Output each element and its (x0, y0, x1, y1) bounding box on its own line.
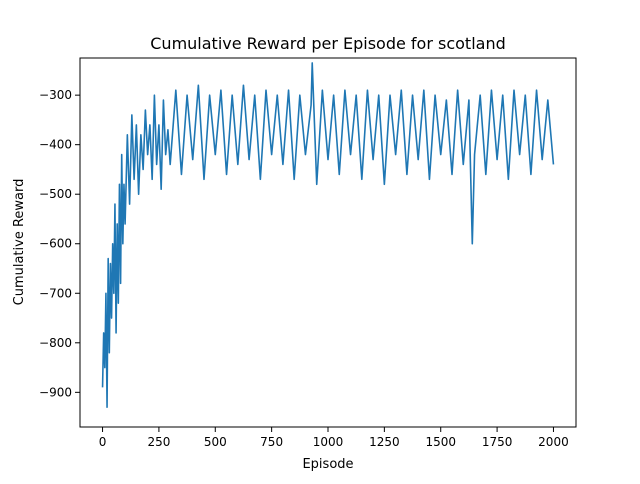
y-tick-label: −500 (39, 187, 72, 201)
chart-title: Cumulative Reward per Episode for scotla… (150, 34, 506, 53)
x-tick-label: 1500 (425, 435, 456, 449)
x-axis-label: Episode (302, 457, 353, 472)
x-tick-label: 1250 (369, 435, 400, 449)
x-tick-label: 750 (260, 435, 283, 449)
x-tick-label: 1750 (482, 435, 513, 449)
x-tick-label: 0 (99, 435, 107, 449)
y-tick-label: −700 (39, 286, 72, 300)
series-line-1 (101, 62, 555, 408)
y-ticks: −900 −800 −700 −600 −500 −400 −300 (39, 88, 80, 399)
y-tick-label: −600 (39, 237, 72, 251)
x-tick-label: 250 (147, 435, 170, 449)
x-ticks: 0 250 500 750 1000 1250 1500 1750 2000 (99, 427, 569, 449)
y-tick-label: −400 (39, 138, 72, 152)
x-tick-label: 500 (204, 435, 227, 449)
y-axis-label: Cumulative Reward (12, 179, 27, 306)
y-tick-label: −800 (39, 336, 72, 350)
x-tick-label: 2000 (538, 435, 569, 449)
y-tick-label: −900 (39, 385, 72, 399)
y-tick-label: −300 (39, 88, 72, 102)
plot-area (101, 62, 555, 408)
x-tick-label: 1000 (313, 435, 344, 449)
